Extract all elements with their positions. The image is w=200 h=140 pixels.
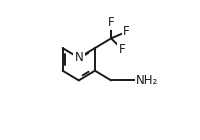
Text: F: F: [119, 43, 125, 56]
Text: F: F: [108, 16, 114, 29]
Text: NH₂: NH₂: [136, 74, 158, 87]
Text: N: N: [74, 51, 83, 64]
Text: F: F: [123, 25, 130, 38]
